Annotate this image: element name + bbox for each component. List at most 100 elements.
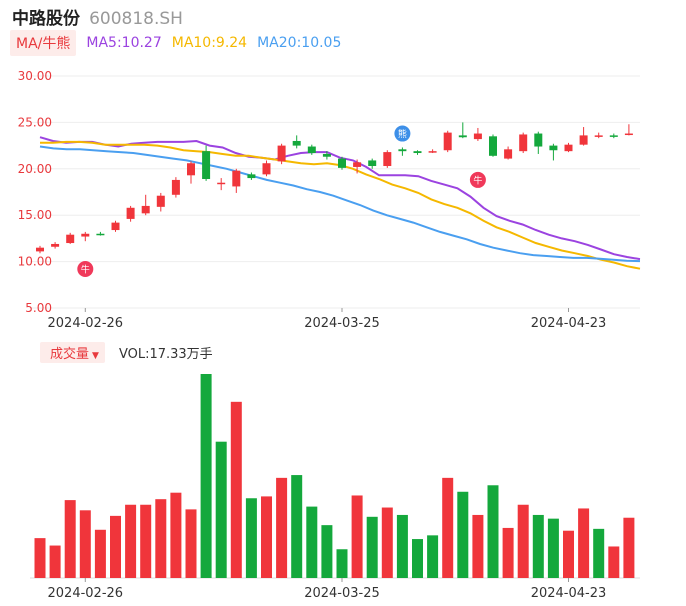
candle — [202, 145, 211, 181]
candle — [187, 161, 195, 184]
volume-bar — [457, 491, 469, 578]
volume-date-axis: 2024-02-26 2024-03-25 2024-04-23 — [48, 578, 606, 601]
volume-bar — [623, 517, 635, 578]
volume-bars — [34, 374, 635, 578]
series-line-ma5 — [39, 136, 641, 261]
candle-body — [81, 233, 90, 237]
volume-bar — [321, 525, 333, 578]
volume-bar — [276, 477, 288, 578]
volume-legend: 成交量 ▼ VOL:17.33万手 — [40, 341, 213, 363]
candle — [428, 149, 437, 154]
date-label: 2024-04-23 — [531, 316, 607, 331]
volume-bar — [336, 549, 348, 578]
candle-body — [51, 243, 60, 247]
ma-legend: MA/牛熊 MA5:10.27 MA10:9.24 MA20:10.05 — [10, 30, 341, 56]
volume-bar — [291, 475, 303, 578]
bull-marker-glyph: 牛 — [473, 174, 482, 186]
volume-date-label: 2024-02-26 — [48, 586, 124, 601]
candlesticks — [36, 122, 633, 254]
price-tick-label: 20.00 — [18, 162, 52, 176]
candle-body — [141, 205, 150, 214]
candle-body — [96, 233, 105, 236]
candle — [277, 143, 286, 165]
date-label: 2024-03-25 — [304, 316, 380, 331]
caret-down-icon: ▼ — [92, 350, 99, 361]
candle — [383, 150, 392, 168]
moving-average-lines — [39, 136, 641, 270]
candle-body — [534, 133, 543, 147]
volume-bar — [381, 507, 393, 578]
price-grid — [30, 75, 640, 309]
volume-bar — [412, 539, 423, 578]
candle — [111, 220, 120, 232]
candle — [504, 146, 513, 160]
candle — [51, 242, 60, 249]
volume-indicator-selector[interactable]: 成交量 ▼ — [40, 341, 105, 363]
candle — [609, 133, 618, 139]
volume-bar — [64, 500, 76, 578]
candle — [519, 132, 528, 154]
candle-body — [126, 207, 135, 219]
candle — [36, 245, 44, 254]
candle — [368, 158, 377, 169]
volume-value: VOL:17.33万手 — [118, 346, 213, 362]
volume-bar — [593, 528, 605, 578]
volume-bar — [155, 499, 167, 578]
candle-body — [277, 145, 286, 162]
candle-body — [353, 162, 362, 167]
candle — [413, 150, 422, 155]
candle-body — [187, 163, 195, 176]
candle — [594, 132, 603, 139]
volume-bar — [578, 508, 590, 578]
price-date-axis: 2024-02-26 2024-03-25 2024-04-23 — [48, 308, 607, 331]
volume-bar — [185, 509, 197, 578]
volume-bar — [547, 518, 559, 578]
bull-marker-icon: 牛 — [77, 261, 94, 278]
candle — [458, 122, 467, 139]
candle-body — [262, 163, 271, 175]
candle-body — [338, 158, 346, 168]
candle-body — [458, 135, 467, 138]
candle — [217, 178, 226, 191]
candle-body — [111, 222, 120, 231]
volume-bar — [306, 506, 318, 578]
volume-bar — [79, 510, 91, 578]
candle — [66, 232, 75, 244]
candle-body — [609, 135, 618, 137]
candle-body — [247, 174, 256, 179]
candle — [564, 142, 573, 153]
bull-marker-badge — [469, 171, 486, 188]
volume-bar — [110, 515, 121, 578]
volume-bar — [366, 516, 378, 578]
volume-bar — [34, 538, 46, 578]
candle — [338, 156, 346, 170]
candle-body — [504, 149, 513, 159]
candle — [141, 194, 150, 216]
candle — [489, 134, 497, 157]
ma-indicator-selector[interactable]: MA/牛熊 — [10, 30, 77, 56]
bull-bear-markers: 牛 熊牛 — [77, 125, 486, 278]
candle-body — [322, 153, 331, 157]
volume-bar — [396, 514, 408, 578]
candle-body — [549, 145, 558, 151]
price-tick-label: 30.00 — [18, 69, 52, 83]
candle-body — [307, 146, 316, 154]
candle-body — [36, 247, 44, 252]
volume-bar — [442, 477, 454, 578]
volume-bar — [427, 535, 439, 578]
price-tick-label: 5.00 — [25, 301, 52, 315]
volume-bar — [230, 401, 242, 578]
candle-body — [564, 144, 573, 152]
candle — [247, 172, 256, 180]
stock-code: 600818.SH — [89, 9, 183, 29]
ma5-legend: MA5:10.27 — [86, 35, 162, 51]
volume-bar — [140, 504, 152, 578]
volume-bar — [170, 492, 182, 578]
candle — [579, 127, 588, 146]
candle-body — [292, 140, 301, 146]
volume-bar — [472, 514, 484, 578]
volume-bar — [49, 545, 61, 578]
candle-body — [624, 133, 633, 136]
candle-body — [156, 195, 165, 207]
